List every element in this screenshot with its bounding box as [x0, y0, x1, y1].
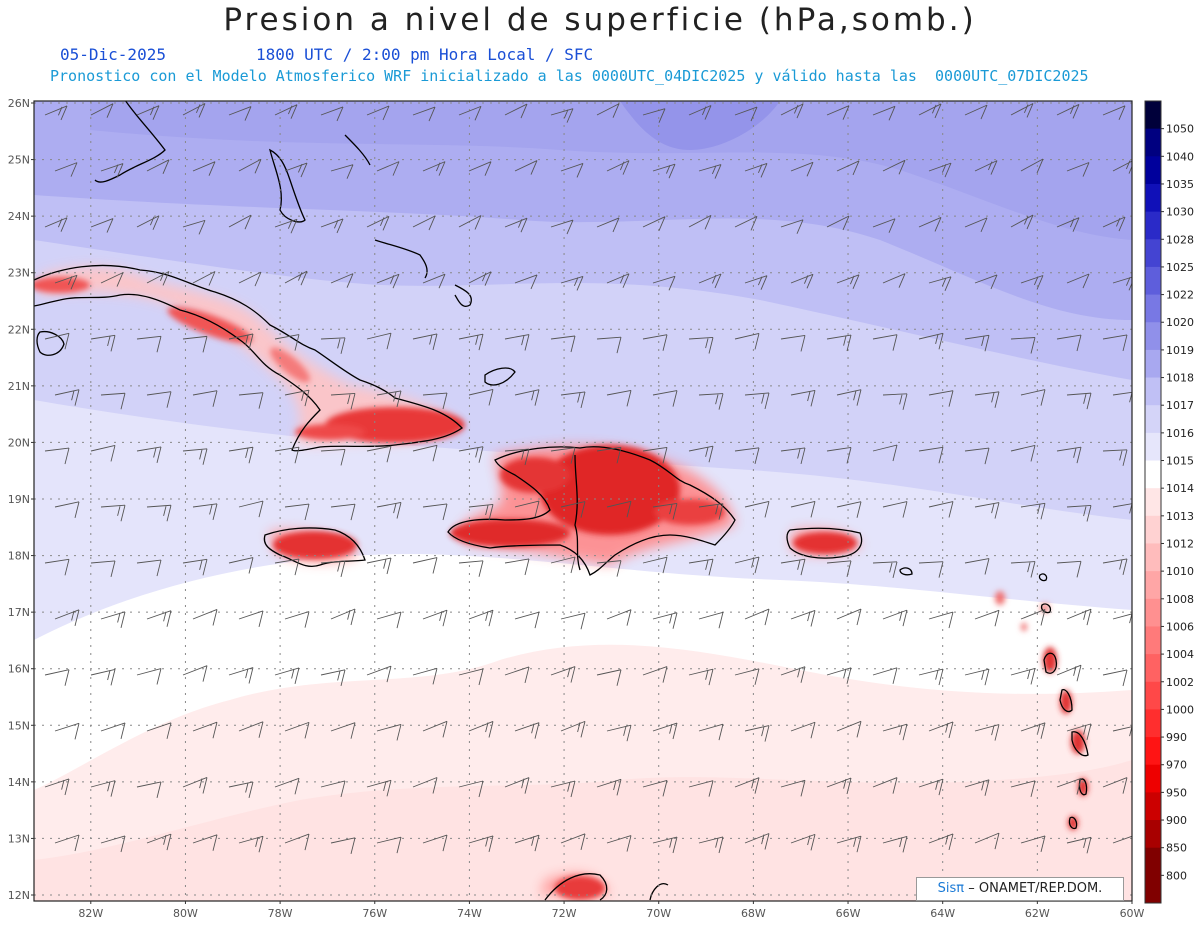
lon-label: 76W	[362, 907, 387, 920]
colorbar-label: 1020	[1166, 316, 1194, 329]
colorbar-swatch	[1145, 377, 1161, 406]
colorbar-label: 1030	[1166, 206, 1194, 219]
colorbar-label: 1018	[1166, 372, 1194, 385]
colorbar-swatch	[1145, 847, 1161, 876]
wind-barbs	[44, 103, 1132, 854]
lon-label: 72W	[552, 907, 577, 920]
colorbar-swatch	[1145, 598, 1161, 627]
forecast-date: 05-Dic-2025	[60, 45, 166, 64]
colorbar-swatch	[1145, 101, 1161, 130]
colorbar-label: 1028	[1166, 233, 1194, 246]
colorbar-label: 1019	[1166, 344, 1194, 357]
colorbar-label: 1008	[1166, 593, 1194, 606]
lat-label: 20N	[8, 436, 30, 449]
lat-label: 16N	[8, 663, 30, 676]
colorbar-swatch	[1145, 488, 1161, 517]
colorbar-label: 950	[1166, 786, 1187, 799]
lon-label: 70W	[646, 907, 671, 920]
lon-label: 74W	[457, 907, 482, 920]
colorbar-label: 1035	[1166, 178, 1194, 191]
lon-label: 60W	[1120, 907, 1145, 920]
colorbar-swatch	[1145, 820, 1161, 849]
lat-label: 14N	[8, 776, 30, 789]
colorbar-swatch	[1145, 709, 1161, 738]
colorbar-swatch	[1145, 239, 1161, 268]
colorbar-label: 1013	[1166, 510, 1194, 523]
colorbar-swatch	[1145, 128, 1161, 157]
colorbar-swatch	[1145, 156, 1161, 185]
lat-label: 19N	[8, 493, 30, 506]
lat-label: 18N	[8, 550, 30, 563]
colorbar-swatch	[1145, 737, 1161, 766]
colorbar-swatch	[1145, 654, 1161, 683]
colorbar-label: 1012	[1166, 537, 1194, 550]
lon-label: 82W	[78, 907, 103, 920]
latitude-labels: 26N 25N 24N 23N 22N 21N 20N 19N 18N 17N 16N 15N 14N 1…	[8, 97, 34, 902]
lat-label: 12N	[8, 889, 30, 902]
colorbar-label: 850	[1166, 842, 1187, 855]
lat-label: 24N	[8, 210, 30, 223]
credit-box: Sisπ – ONAMET/REP.DOM.	[916, 877, 1124, 901]
lat-label: 15N	[8, 719, 30, 732]
colorbar: 1050 1040 1035 1030 1028 1025 1022 1020 1019 1018…	[1144, 100, 1194, 904]
lat-label: 17N	[8, 606, 30, 619]
map-frame	[33, 100, 1133, 902]
lat-label: 22N	[8, 323, 30, 336]
colorbar-label: 1004	[1166, 648, 1194, 661]
colorbar-label: 1010	[1166, 565, 1194, 578]
colorbar-swatch	[1145, 875, 1161, 904]
colorbar-label: 1006	[1166, 620, 1194, 633]
lon-label: 80W	[173, 907, 198, 920]
lon-label: 78W	[268, 907, 293, 920]
colorbar-swatch	[1145, 460, 1161, 489]
colorbar-label: 1040	[1166, 150, 1194, 163]
model-info: Pronostico con el Modelo Atmosferico WRF…	[50, 67, 1089, 85]
credit-org: – ONAMET/REP.DOM.	[968, 881, 1103, 896]
longitude-labels: 82W 80W 78W 76W 74W 72W 70W 68W 66W 64W 62W 60W	[78, 901, 1145, 920]
colorbar-label: 1002	[1166, 676, 1194, 689]
lon-label: 68W	[741, 907, 766, 920]
lon-label: 66W	[836, 907, 861, 920]
colorbar-label: 1025	[1166, 261, 1194, 274]
colorbar-swatch	[1145, 681, 1161, 710]
colorbar-swatch	[1145, 626, 1161, 655]
colorbar-label: 800	[1166, 869, 1187, 882]
colorbar-label: 1022	[1166, 289, 1194, 302]
colorbar-label: 1016	[1166, 427, 1194, 440]
colorbar-swatch	[1145, 266, 1161, 296]
colorbar-swatch	[1145, 515, 1161, 544]
lon-label: 64W	[930, 907, 955, 920]
colorbar-swatch	[1145, 764, 1161, 793]
lat-label: 26N	[8, 97, 30, 110]
lon-label: 62W	[1025, 907, 1050, 920]
forecast-time: 1800 UTC / 2:00 pm Hora Local / SFC	[256, 45, 594, 64]
colorbar-label: 1050	[1166, 123, 1194, 136]
colorbar-label: 900	[1166, 814, 1187, 827]
colorbar-swatch	[1145, 322, 1161, 351]
colorbar-swatch	[1145, 792, 1161, 821]
colorbar-label: 990	[1166, 731, 1187, 744]
colorbar-label: 1014	[1166, 482, 1194, 495]
map-title: Presion a nivel de superficie (hPa,somb.…	[223, 2, 977, 38]
colorbar-swatch	[1145, 211, 1161, 240]
colorbar-swatch	[1145, 183, 1161, 213]
colorbar-label: 1000	[1166, 703, 1194, 716]
lat-label: 13N	[8, 832, 30, 845]
colorbar-label: 1017	[1166, 399, 1194, 412]
lat-label: 25N	[8, 154, 30, 167]
lat-label: 21N	[8, 380, 30, 393]
colorbar-swatch	[1145, 405, 1161, 434]
colorbar-swatch	[1145, 571, 1161, 600]
colorbar-swatch	[1145, 432, 1161, 462]
colorbar-label: 970	[1166, 759, 1187, 772]
colorbar-label: 1015	[1166, 455, 1194, 468]
colorbar-swatch	[1145, 294, 1161, 323]
colorbar-swatch	[1145, 543, 1161, 572]
colorbar-swatch	[1145, 349, 1161, 379]
lat-label: 23N	[8, 267, 30, 280]
credit-brand: Sisπ	[937, 881, 965, 896]
